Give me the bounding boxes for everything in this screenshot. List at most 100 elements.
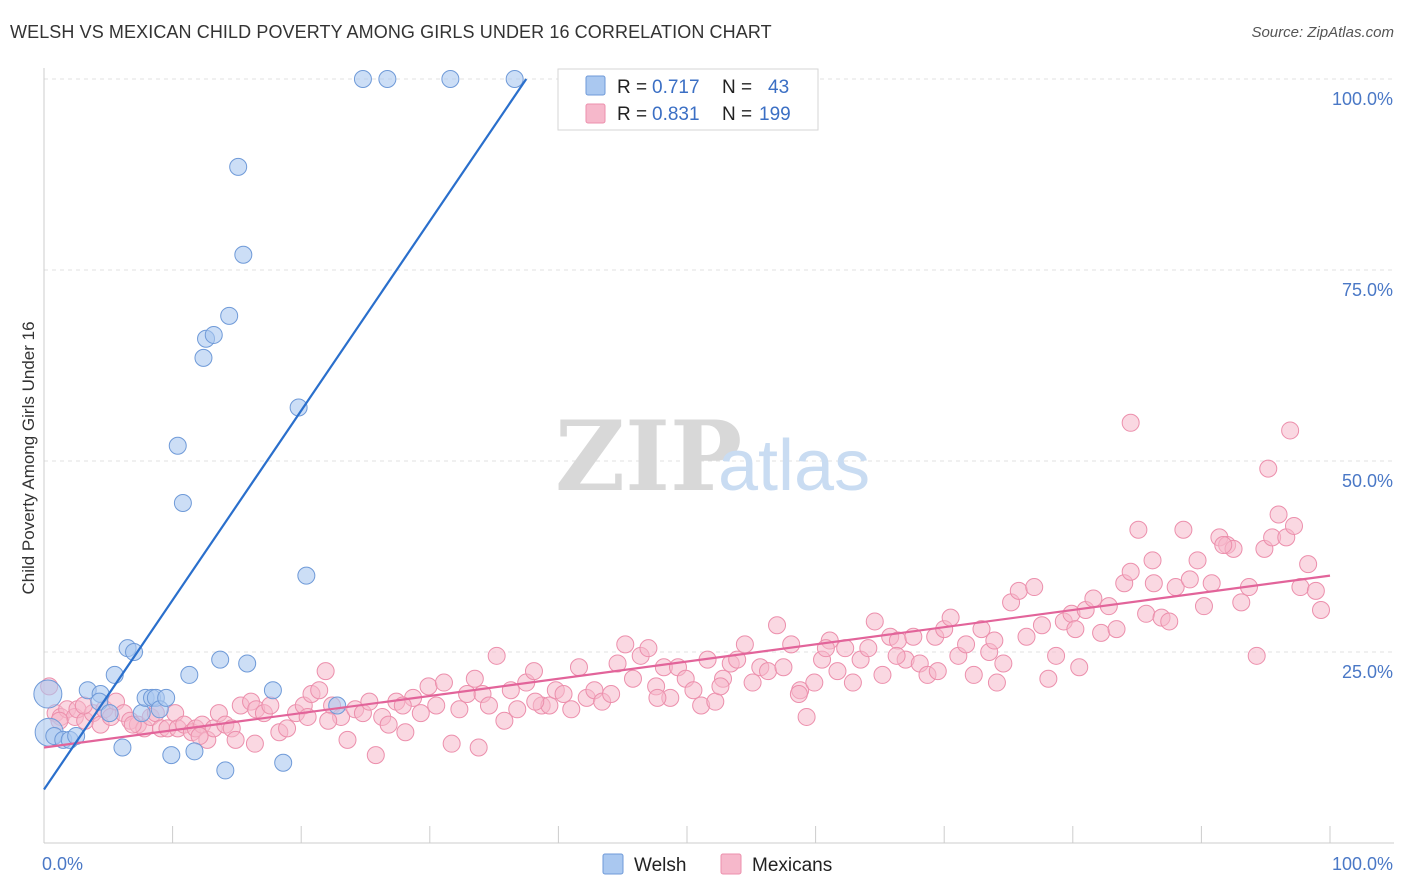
mexicans-point (602, 685, 621, 704)
mexicans-point (245, 734, 264, 753)
welsh-point (67, 727, 86, 746)
mexicans-point (316, 662, 335, 681)
mexicans-point (1284, 516, 1303, 535)
axes (43, 68, 1394, 844)
mexicans-point (1121, 562, 1140, 581)
y-tick-label: 100.0% (1332, 89, 1393, 109)
mexicans-trend-line (43, 574, 1331, 749)
mexicans-point (1188, 551, 1207, 570)
mexicans-point (74, 696, 93, 715)
chart-title: WELSH VS MEXICAN CHILD POVERTY AMONG GIR… (10, 22, 772, 42)
mexicans-point (648, 688, 667, 707)
mex-series-swatch (720, 853, 742, 875)
mexicans-point (1259, 459, 1278, 478)
mexicans-point (887, 646, 906, 665)
mexicans-point (994, 654, 1013, 673)
mexicans-point (379, 715, 398, 734)
welsh-series-label: Welsh (634, 855, 686, 876)
y-axis-label: Child Poverty Among Girls Under 16 (19, 321, 38, 594)
welsh-trend-line (43, 78, 528, 791)
welsh-point (90, 692, 109, 711)
mexicans-point (524, 662, 543, 681)
mexicans-point (427, 696, 446, 715)
welsh-point (204, 325, 223, 344)
mexicans-point (639, 639, 658, 658)
welsh-point (185, 742, 204, 761)
mexicans-point (1160, 612, 1179, 631)
mexicans-point (768, 616, 787, 635)
mexicans-point (735, 635, 754, 654)
mexicans-point (393, 696, 412, 715)
watermark: ZIP atlas (555, 400, 870, 513)
mexicans-point (1194, 597, 1213, 616)
source-credit: Source: ZipAtlas.com (1251, 24, 1394, 41)
welsh-r-label: R = (617, 77, 647, 98)
welsh-n-label: N = (722, 77, 752, 98)
mexicans-point (1129, 520, 1148, 539)
stats-legend: R = 0.717 N = 43 R = 0.831 N = 199 (557, 68, 819, 131)
welsh-points (33, 70, 524, 780)
mex-r-value: 0.831 (652, 104, 700, 125)
mexicans-point (469, 738, 488, 757)
mexicans-point (319, 711, 338, 730)
mexicans-point (1039, 669, 1058, 688)
mexicans-point (608, 654, 627, 673)
welsh-point (173, 494, 192, 513)
mexicans-point (1084, 589, 1103, 608)
mexicans-point (987, 673, 1006, 692)
welsh-legend-swatch (585, 75, 606, 96)
welsh-point (297, 566, 316, 585)
welsh-point (220, 306, 239, 325)
mexicans-point (789, 685, 808, 704)
mexicans-point (1025, 578, 1044, 597)
mex-series-label: Mexicans (752, 855, 832, 876)
mexicans-point (1174, 520, 1193, 539)
mexicans-point (338, 730, 357, 749)
mexicans-point (928, 662, 947, 681)
mexicans-point (1144, 574, 1163, 593)
mexicans-point (1311, 600, 1330, 619)
mexicans-point (310, 681, 329, 700)
welsh-point (132, 704, 151, 723)
trend-lines (43, 78, 1331, 791)
mexicans-point (554, 685, 573, 704)
watermark-atlas: atlas (718, 426, 870, 506)
welsh-point (263, 681, 282, 700)
mexicans-point (508, 700, 527, 719)
y-tick-label: 25.0% (1342, 662, 1393, 682)
mexicans-point (1180, 570, 1199, 589)
mex-r-label: R = (617, 104, 647, 125)
mexicans-point (859, 639, 878, 658)
y-tick-label: 75.0% (1342, 280, 1393, 300)
welsh-point (238, 654, 257, 673)
mexicans-point (495, 711, 514, 730)
mexicans-point (1137, 604, 1156, 623)
mexicans-point (479, 696, 498, 715)
mexicans-point (458, 685, 477, 704)
mexicans-point (1047, 646, 1066, 665)
mexicans-point (1032, 616, 1051, 635)
mexicans-point (1214, 536, 1233, 555)
mex-n-value: 199 (759, 104, 791, 125)
mexicans-point (843, 673, 862, 692)
x-tick-label-right: 100.0% (1332, 854, 1393, 874)
mexicans-point (278, 719, 297, 738)
mexicans-point (526, 692, 545, 711)
welsh-point (378, 70, 397, 88)
mexicans-point (1247, 646, 1266, 665)
mexicans-point (360, 692, 379, 711)
mexicans-point (434, 673, 453, 692)
welsh-point (274, 753, 293, 772)
mexicans-point (684, 681, 703, 700)
mexicans-point (805, 673, 824, 692)
x-tick-label-left: 0.0% (42, 854, 83, 874)
mexicans-point (985, 631, 1004, 650)
y-tick-label: 50.0% (1342, 471, 1393, 491)
mexicans-point (1232, 593, 1251, 612)
mexicans-point (411, 704, 430, 723)
welsh-point (33, 679, 63, 709)
watermark-zip: ZIP (555, 400, 742, 513)
mexicans-point (941, 608, 960, 627)
welsh-point (113, 738, 132, 757)
